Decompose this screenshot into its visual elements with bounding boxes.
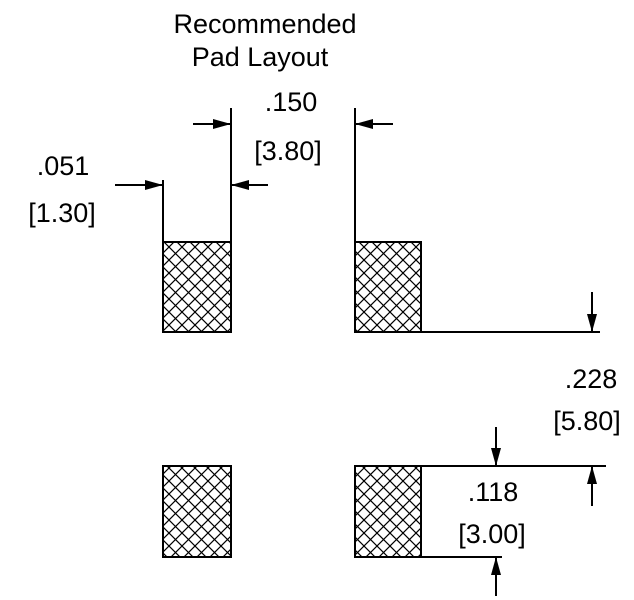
dimension-pad-height: .118 [3.00] bbox=[458, 427, 526, 596]
arrowhead-pad-spacing-right bbox=[355, 119, 373, 129]
dim-pad-height-inches: .118 bbox=[468, 477, 519, 507]
dimension-pad-width: .051 [1.30] bbox=[28, 151, 268, 228]
extension-lines bbox=[162, 108, 606, 558]
arrowhead-pad-width-right bbox=[231, 180, 249, 190]
dim-row-pitch-mm: [5.80] bbox=[553, 406, 621, 436]
pad-bottom-right bbox=[354, 465, 422, 558]
dim-pad-height-mm: [3.00] bbox=[458, 519, 526, 549]
dimension-row-pitch: .228 [5.80] bbox=[553, 292, 621, 506]
title-line-1: Recommended bbox=[173, 9, 356, 39]
title-line-2: Pad Layout bbox=[192, 42, 329, 72]
arrowhead-pad-spacing-left bbox=[213, 119, 231, 129]
dimension-pad-spacing: .150 [3.80] bbox=[193, 87, 393, 166]
arrowhead-pad-width-left bbox=[145, 180, 163, 190]
dim-row-pitch-inches: .228 bbox=[565, 364, 618, 394]
dim-pad-width-mm: [1.30] bbox=[28, 198, 96, 228]
dim-pad-spacing-mm: [3.80] bbox=[254, 136, 322, 166]
dim-pad-spacing-inches: .150 bbox=[265, 87, 318, 117]
arrowhead-row-pitch-bottom bbox=[587, 466, 597, 484]
dim-pad-width-inches: .051 bbox=[37, 151, 90, 181]
pad-top-right bbox=[354, 241, 422, 333]
pad-bottom-left bbox=[162, 465, 232, 558]
arrowhead-pad-height-bottom bbox=[491, 557, 501, 575]
pad-top-left bbox=[162, 241, 232, 333]
arrowhead-pad-height-top bbox=[491, 448, 501, 466]
arrowhead-row-pitch-top bbox=[587, 314, 597, 332]
